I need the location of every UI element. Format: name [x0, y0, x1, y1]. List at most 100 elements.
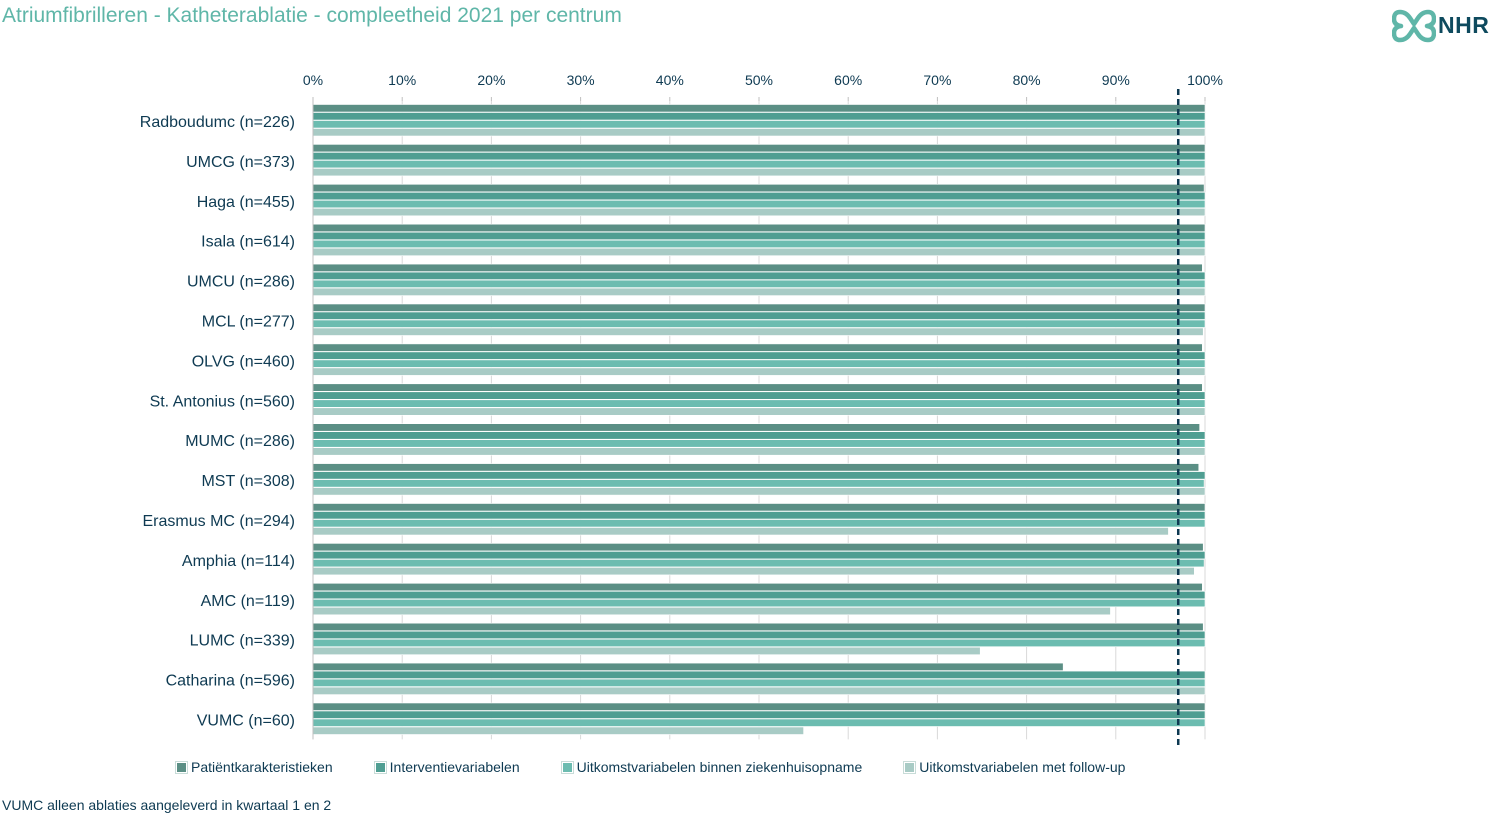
bar [312, 511, 1206, 520]
bar [312, 606, 1111, 616]
bar [312, 710, 1206, 719]
bar [312, 343, 1203, 352]
bar [312, 543, 1204, 552]
bar [312, 311, 1206, 320]
bar [312, 646, 981, 656]
x-tick-label: 90% [1102, 72, 1130, 88]
heart-knot-icon [1391, 9, 1437, 43]
bar [312, 503, 1206, 512]
category-label: UMCG (n=373) [186, 154, 295, 171]
x-tick-label: 20% [477, 72, 505, 88]
bar [312, 598, 1206, 608]
bar [312, 112, 1206, 121]
bar [312, 726, 804, 735]
bar [312, 582, 1203, 592]
bar [312, 383, 1203, 392]
bar [312, 391, 1206, 400]
bar [312, 447, 1206, 456]
legend-label: Patiëntkarakteristieken [191, 759, 333, 775]
bar [312, 487, 1206, 496]
bar [312, 160, 1206, 169]
category-label: Haga (n=455) [197, 194, 295, 211]
x-tick-label: 60% [834, 72, 862, 88]
legend-swatch [904, 761, 916, 773]
bar [312, 239, 1206, 248]
bar [312, 303, 1206, 312]
bar [312, 351, 1206, 360]
bar [312, 279, 1206, 288]
bar [312, 630, 1206, 640]
bar [312, 104, 1206, 113]
legend-item-interventievariabelen: Interventievariabelen [374, 759, 520, 775]
legend-swatch [374, 761, 386, 773]
bar [312, 702, 1206, 711]
bar [312, 678, 1206, 687]
legend-label: Interventievariabelen [389, 759, 520, 775]
bar [312, 567, 1195, 576]
bar [312, 399, 1206, 408]
logo-text: NHR [1438, 12, 1490, 38]
category-label: Erasmus MC (n=294) [143, 513, 296, 530]
legend-item-uitkomst-ziekenhuis: Uitkomstvariabelen binnen ziekenhuisopna… [561, 759, 863, 775]
legend-item-patientkarakteristieken: Patiëntkarakteristieken [176, 759, 333, 775]
category-label: Isala (n=614) [201, 234, 295, 251]
bar [312, 479, 1205, 488]
category-label: MCL (n=277) [202, 313, 295, 330]
x-tick-label: 100% [1187, 72, 1223, 88]
bar [312, 231, 1206, 240]
bar [312, 638, 1206, 648]
bar [312, 527, 1169, 536]
bar [312, 423, 1200, 432]
bar [312, 407, 1206, 416]
legend-swatch [176, 761, 187, 773]
x-tick-label: 70% [923, 72, 951, 88]
bar [312, 718, 1206, 727]
bar [312, 519, 1206, 528]
x-tick-label: 30% [567, 72, 595, 88]
bar [312, 200, 1206, 209]
x-tick-label: 80% [1013, 72, 1041, 88]
category-label: VUMC (n=60) [197, 712, 295, 729]
legend-label: Uitkomstvariabelen met follow-up [919, 759, 1126, 775]
bar [312, 223, 1206, 232]
category-label: Radboudumc (n=226) [140, 114, 295, 131]
bar [312, 431, 1206, 440]
bar [312, 287, 1206, 296]
legend-item-uitkomst-followup: Uitkomstvariabelen met follow-up [904, 759, 1125, 775]
bar [312, 144, 1206, 153]
x-tick-label: 40% [656, 72, 684, 88]
category-label: MST (n=308) [201, 473, 295, 490]
bar [312, 559, 1205, 568]
nhr-logo: NHR [1391, 6, 1496, 46]
bar [312, 168, 1206, 177]
bar [312, 192, 1206, 201]
bar [312, 327, 1204, 336]
bar [312, 271, 1206, 280]
category-label: St. Antonius (n=560) [150, 393, 295, 410]
bar [312, 120, 1206, 129]
bar [312, 263, 1203, 272]
bar [312, 670, 1206, 679]
category-label: Amphia (n=114) [182, 553, 295, 570]
category-label: UMCU (n=286) [187, 274, 295, 291]
category-label: MUMC (n=286) [185, 433, 295, 450]
bar [312, 551, 1206, 560]
category-label: Catharina (n=596) [166, 673, 295, 690]
legend-label: Uitkomstvariabelen binnen ziekenhuisopna… [576, 759, 863, 775]
footnote: VUMC alleen ablaties aangeleverd in kwar… [2, 797, 332, 813]
bar [312, 359, 1206, 368]
chart-legend: Patiëntkarakteristieken Interventievaria… [176, 759, 1167, 775]
bar [312, 319, 1206, 328]
bar [312, 128, 1206, 137]
bar [312, 686, 1206, 695]
page-title: Atriumfibrilleren - Katheterablatie - co… [2, 4, 622, 27]
x-tick-label: 10% [388, 72, 416, 88]
legend-swatch [561, 761, 573, 773]
bar-chart: 0% 10% 20% 30% 40% 50% 60% 70% 80% 90% 100% Radboud… [140, 72, 1223, 748]
bar [312, 439, 1206, 448]
bar [312, 590, 1206, 600]
bar [312, 152, 1206, 161]
bar [312, 463, 1200, 472]
category-label: OLVG (n=460) [192, 353, 295, 370]
bar [312, 662, 1064, 671]
